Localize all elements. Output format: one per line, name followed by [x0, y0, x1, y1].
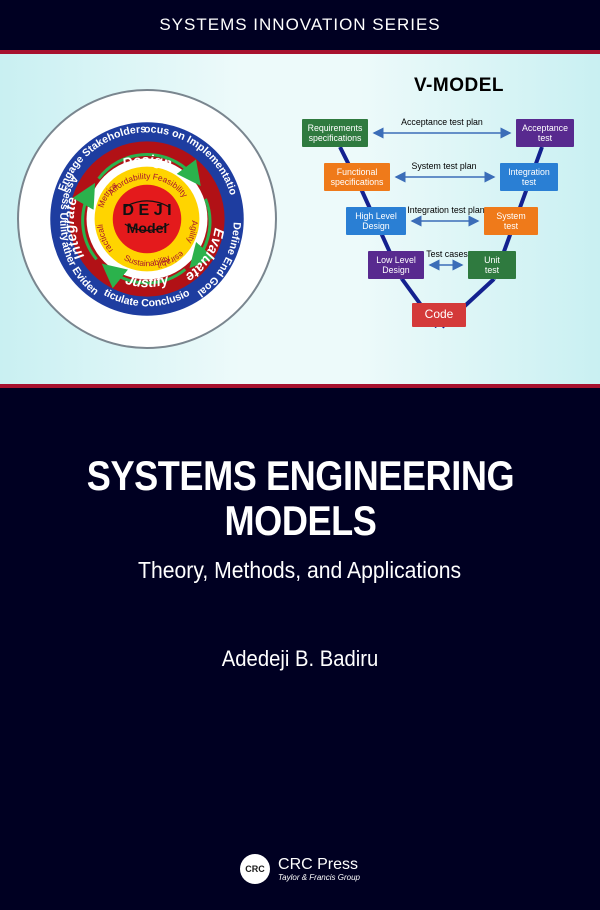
- book-cover: SYSTEMS INNOVATION SERIES: [0, 0, 600, 910]
- publisher-logo-icon: CRC: [240, 854, 270, 884]
- deji-model: Engage Stakeholders Focus on Implementat…: [16, 88, 278, 350]
- diagram-area: Engage Stakeholders Focus on Implementat…: [0, 54, 600, 384]
- book-subtitle: Theory, Methods, and Applications: [138, 557, 461, 584]
- h-arrows: [374, 133, 510, 265]
- v-hlabel-0: Acceptance test plan: [397, 117, 487, 127]
- deji-center-line1: D E J I: [122, 201, 171, 219]
- v-left-box-0: Requirementsspecifications: [302, 119, 368, 147]
- v-left-box-1: Functionalspecifications: [324, 163, 390, 191]
- v-code-box: Code: [412, 303, 466, 327]
- v-left-box-2: High LevelDesign: [346, 207, 406, 235]
- v-right-box-0: Acceptancetest: [516, 119, 574, 147]
- publisher-group: Taylor & Francis Group: [278, 873, 360, 882]
- publisher-name: CRC Press: [278, 857, 360, 873]
- title-line2: MODELS: [224, 497, 376, 544]
- series-band: SYSTEMS INNOVATION SERIES: [0, 0, 600, 50]
- title-line1: SYSTEMS ENGINEERING: [86, 452, 513, 499]
- title-block: SYSTEMS ENGINEERING MODELS Theory, Metho…: [0, 388, 600, 910]
- book-title: SYSTEMS ENGINEERING MODELS: [86, 454, 513, 543]
- v-model-diagram: V-MODEL RequirementsspecificationsFuncti…: [294, 69, 584, 369]
- publisher-text: CRC Press Taylor & Francis Group: [278, 857, 360, 882]
- v-right-box-2: Systemtest: [484, 207, 538, 235]
- series-label: SYSTEMS INNOVATION SERIES: [159, 15, 440, 35]
- publisher-block: CRC CRC Press Taylor & Francis Group: [0, 854, 600, 884]
- v-hlabel-3: Test cases: [402, 249, 492, 259]
- v-hlabel-2: Integration test plan: [401, 205, 491, 215]
- v-right-box-1: Integrationtest: [500, 163, 558, 191]
- book-author: Adedeji B. Badiru: [222, 646, 378, 672]
- v-hlabel-1: System test plan: [399, 161, 489, 171]
- deji-svg: Engage Stakeholders Focus on Implementat…: [16, 88, 278, 350]
